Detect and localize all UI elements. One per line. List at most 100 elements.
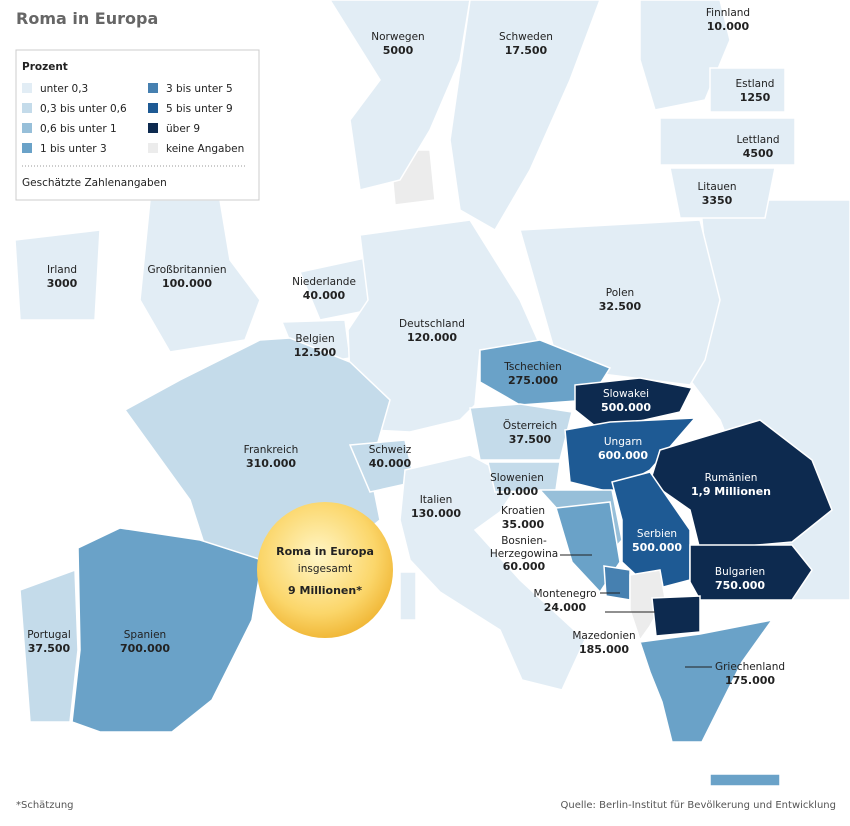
country [19, 568, 79, 723]
country-name: Litauen [697, 181, 736, 193]
country-value: 750.000 [715, 579, 765, 592]
country-name: Italien [420, 494, 453, 506]
country [347, 219, 542, 433]
country-value: 4500 [743, 147, 774, 160]
country-value: 120.000 [407, 331, 457, 344]
country-value: 40.000 [369, 457, 412, 470]
country-name: Belgien [295, 333, 334, 345]
country-value: 37.500 [28, 642, 71, 655]
country-name: Finnland [706, 7, 750, 19]
country [139, 199, 261, 353]
country-value: 10.000 [496, 485, 539, 498]
country-name: Lettland [736, 134, 779, 146]
country-labels: Norwegen5000Schweden17.500Finnland10.000… [27, 7, 785, 687]
country-value: 500.000 [632, 541, 682, 554]
country [689, 544, 813, 601]
country-name: Niederlande [292, 276, 356, 288]
legend-box [15, 49, 260, 201]
country-value: 185.000 [579, 643, 629, 656]
country-name-part: Bosnien- [501, 535, 547, 547]
legend-label: keine Angaben [166, 143, 244, 155]
legend-label: 0,6 bis unter 1 [40, 123, 117, 135]
footnote: *Schätzung [16, 800, 74, 811]
country [574, 377, 694, 431]
country-name: Großbritannien [147, 264, 226, 276]
country [519, 219, 721, 386]
country [469, 403, 573, 461]
country-value: 12.500 [294, 346, 337, 359]
country [651, 595, 701, 637]
country-name: Ungarn [604, 436, 642, 448]
callout-total: 9 Millionen* [288, 584, 362, 597]
crete [709, 773, 781, 787]
legend-label: 5 bis unter 9 [166, 103, 233, 115]
country-name: Serbien [637, 528, 677, 540]
country-value: 275.000 [508, 374, 558, 387]
country [669, 167, 776, 219]
country-value: 3350 [702, 194, 733, 207]
country-name: Norwegen [371, 31, 424, 43]
country-value: 32.500 [599, 300, 642, 313]
callout-subtitle: insgesamt [298, 563, 352, 575]
legend-swatch [22, 123, 32, 133]
legend-swatch [148, 83, 158, 93]
legend-swatch [148, 143, 158, 153]
country [564, 417, 697, 493]
country-value: 40.000 [303, 289, 346, 302]
country-value: 35.000 [502, 518, 545, 531]
country-value: 600.000 [598, 449, 648, 462]
country-name: Mazedonien [572, 630, 635, 642]
country-name: Spanien [124, 629, 166, 641]
legend-swatch [148, 123, 158, 133]
country-value: 37.500 [509, 433, 552, 446]
country-value: 130.000 [411, 507, 461, 520]
legend-swatch [22, 143, 32, 153]
legend-items: unter 0,3 0,3 bis unter 0,6 0,6 bis unter … [22, 83, 244, 155]
country-name: Bulgarien [715, 566, 765, 578]
country-name: Rumänien [705, 472, 758, 484]
legend-title: Prozent [22, 61, 68, 73]
country-value: 700.000 [120, 642, 170, 655]
legend-label: unter 0,3 [40, 83, 88, 95]
country-name: Slowakei [603, 388, 649, 400]
country-name: Deutschland [399, 318, 465, 330]
country [449, 0, 601, 232]
country-name: Schweden [499, 31, 553, 43]
country-name: Griechenland [715, 661, 785, 673]
leader-lines [560, 554, 712, 668]
country-value: 175.000 [725, 674, 775, 687]
country [639, 618, 774, 743]
country-value: 10.000 [707, 20, 750, 33]
country-value: 24.000 [544, 601, 587, 614]
country-name: Kroatien [501, 505, 545, 517]
country-value: 500.000 [601, 401, 651, 414]
legend-label: über 9 [166, 123, 200, 135]
country-value: 5000 [383, 44, 414, 57]
country [603, 565, 631, 601]
legend-label: 3 bis unter 5 [166, 83, 233, 95]
country-value: 100.000 [162, 277, 212, 290]
country-name: Slowenien [490, 472, 544, 484]
legend-label: 0,3 bis unter 0,6 [40, 103, 127, 115]
legend-swatch [148, 103, 158, 113]
source: Quelle: Berlin-Institut für Bevölkerung … [560, 800, 836, 811]
albania-kosovo [629, 569, 666, 642]
country-name: Polen [606, 287, 634, 299]
country-name: Estland [736, 78, 775, 90]
legend-label: 1 bis unter 3 [40, 143, 107, 155]
country-name: Tschechien [503, 361, 562, 373]
country-name: Frankreich [244, 444, 299, 456]
callout: Roma in Europa insgesamt 9 Millionen* [257, 502, 393, 638]
country [329, 0, 471, 191]
country-value: 1,9 Millionen [691, 485, 771, 498]
callout-circle [257, 502, 393, 638]
legend-swatch [22, 103, 32, 113]
country [659, 117, 796, 166]
callout-title: Roma in Europa [276, 545, 374, 558]
country-name: Bosnien-Herzegowina [490, 535, 558, 560]
country [14, 229, 101, 321]
legend: Prozent unter 0,3 0,3 bis unter 0,6 0,6 bi… [15, 49, 260, 201]
country-value: 1250 [740, 91, 771, 104]
country-name: Schweiz [369, 444, 412, 456]
title: Roma in Europa [16, 9, 158, 28]
